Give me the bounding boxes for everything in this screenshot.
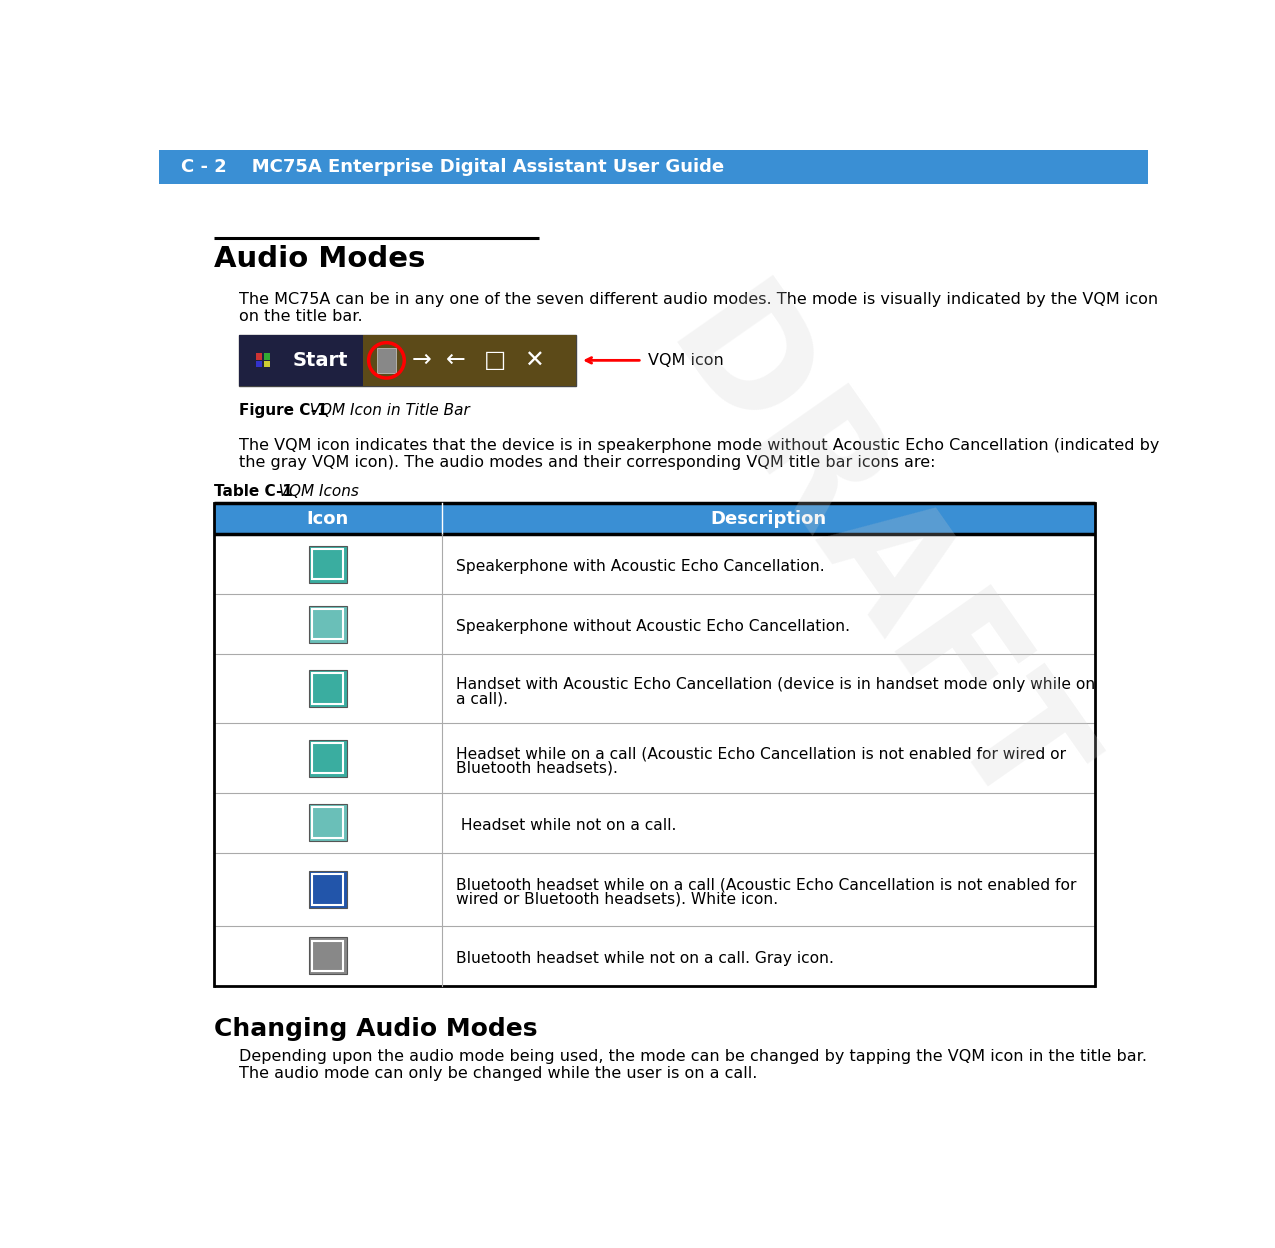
Text: a call).: a call).: [456, 691, 509, 706]
Text: →: →: [412, 348, 431, 372]
Bar: [214, 654, 1095, 724]
Bar: [214, 503, 1095, 534]
Text: Audio Modes: Audio Modes: [214, 246, 425, 273]
Text: Bluetooth headset while not on a call. Gray icon.: Bluetooth headset while not on a call. G…: [456, 951, 834, 966]
Bar: [159, 150, 1148, 183]
Bar: [312, 874, 343, 905]
Text: The VQM icon indicates that the device is in speakerphone mode without Acoustic : The VQM icon indicates that the device i…: [240, 438, 1159, 453]
Text: Icon: Icon: [307, 509, 349, 528]
Bar: [312, 549, 343, 579]
Text: on the title bar.: on the title bar.: [240, 310, 363, 324]
Bar: [264, 361, 270, 367]
Text: Bluetooth headset while on a call (Acoustic Echo Cancellation is not enabled for: Bluetooth headset while on a call (Acous…: [456, 877, 1076, 892]
Text: □: □: [483, 348, 506, 372]
Bar: [214, 792, 1095, 852]
Bar: [256, 361, 263, 367]
Text: Start: Start: [293, 351, 348, 369]
Text: Handset with Acoustic Echo Cancellation (device is in handset mode only while on: Handset with Acoustic Echo Cancellation …: [456, 678, 1095, 693]
Bar: [214, 852, 1095, 926]
Text: Speakerphone without Acoustic Echo Cancellation.: Speakerphone without Acoustic Echo Cance…: [456, 619, 850, 634]
Text: Headset while not on a call.: Headset while not on a call.: [456, 819, 677, 834]
Bar: [310, 545, 347, 583]
Bar: [310, 937, 347, 975]
Text: wired or Bluetooth headsets). White icon.: wired or Bluetooth headsets). White icon…: [456, 891, 778, 906]
Bar: [312, 609, 343, 639]
Text: the gray VQM icon). The audio modes and their corresponding VQM title bar icons : the gray VQM icon). The audio modes and …: [240, 454, 936, 469]
Bar: [240, 334, 576, 386]
Text: C - 2    MC75A Enterprise Digital Assistant User Guide: C - 2 MC75A Enterprise Digital Assistant…: [181, 157, 724, 176]
Bar: [310, 871, 347, 907]
Bar: [310, 804, 347, 841]
Bar: [312, 941, 343, 971]
Bar: [363, 334, 576, 386]
Bar: [377, 348, 395, 373]
Text: Description: Description: [710, 509, 826, 528]
Text: VQM icon: VQM icon: [649, 353, 724, 368]
Text: VQM Icons: VQM Icons: [264, 484, 358, 499]
Text: Figure C-1: Figure C-1: [240, 403, 328, 418]
Bar: [214, 594, 1095, 654]
Bar: [310, 740, 347, 776]
Bar: [312, 743, 343, 774]
Bar: [214, 724, 1095, 792]
Text: Headset while on a call (Acoustic Echo Cancellation is not enabled for wired or: Headset while on a call (Acoustic Echo C…: [456, 746, 1066, 761]
Text: VQM Icon in Title Bar: VQM Icon in Title Bar: [295, 403, 469, 418]
Text: Changing Audio Modes: Changing Audio Modes: [214, 1017, 537, 1041]
Text: ←: ←: [446, 348, 467, 372]
Text: Speakerphone with Acoustic Echo Cancellation.: Speakerphone with Acoustic Echo Cancella…: [456, 559, 825, 574]
Bar: [240, 334, 363, 386]
Bar: [310, 605, 347, 643]
Text: The audio mode can only be changed while the user is on a call.: The audio mode can only be changed while…: [240, 1066, 757, 1081]
Bar: [312, 674, 343, 704]
Text: DRAFT: DRAFT: [635, 271, 1105, 849]
Text: The MC75A can be in any one of the seven different audio modes. The mode is visu: The MC75A can be in any one of the seven…: [240, 292, 1158, 307]
Text: Depending upon the audio mode being used, the mode can be changed by tapping the: Depending upon the audio mode being used…: [240, 1050, 1148, 1065]
Bar: [214, 926, 1095, 986]
Bar: [264, 353, 270, 359]
Bar: [256, 353, 263, 359]
Bar: [310, 670, 347, 708]
Text: Bluetooth headsets).: Bluetooth headsets).: [456, 760, 618, 775]
Text: ✕: ✕: [524, 348, 543, 372]
Bar: [312, 807, 343, 839]
Text: Table C-1: Table C-1: [214, 484, 292, 499]
Bar: [214, 534, 1095, 594]
